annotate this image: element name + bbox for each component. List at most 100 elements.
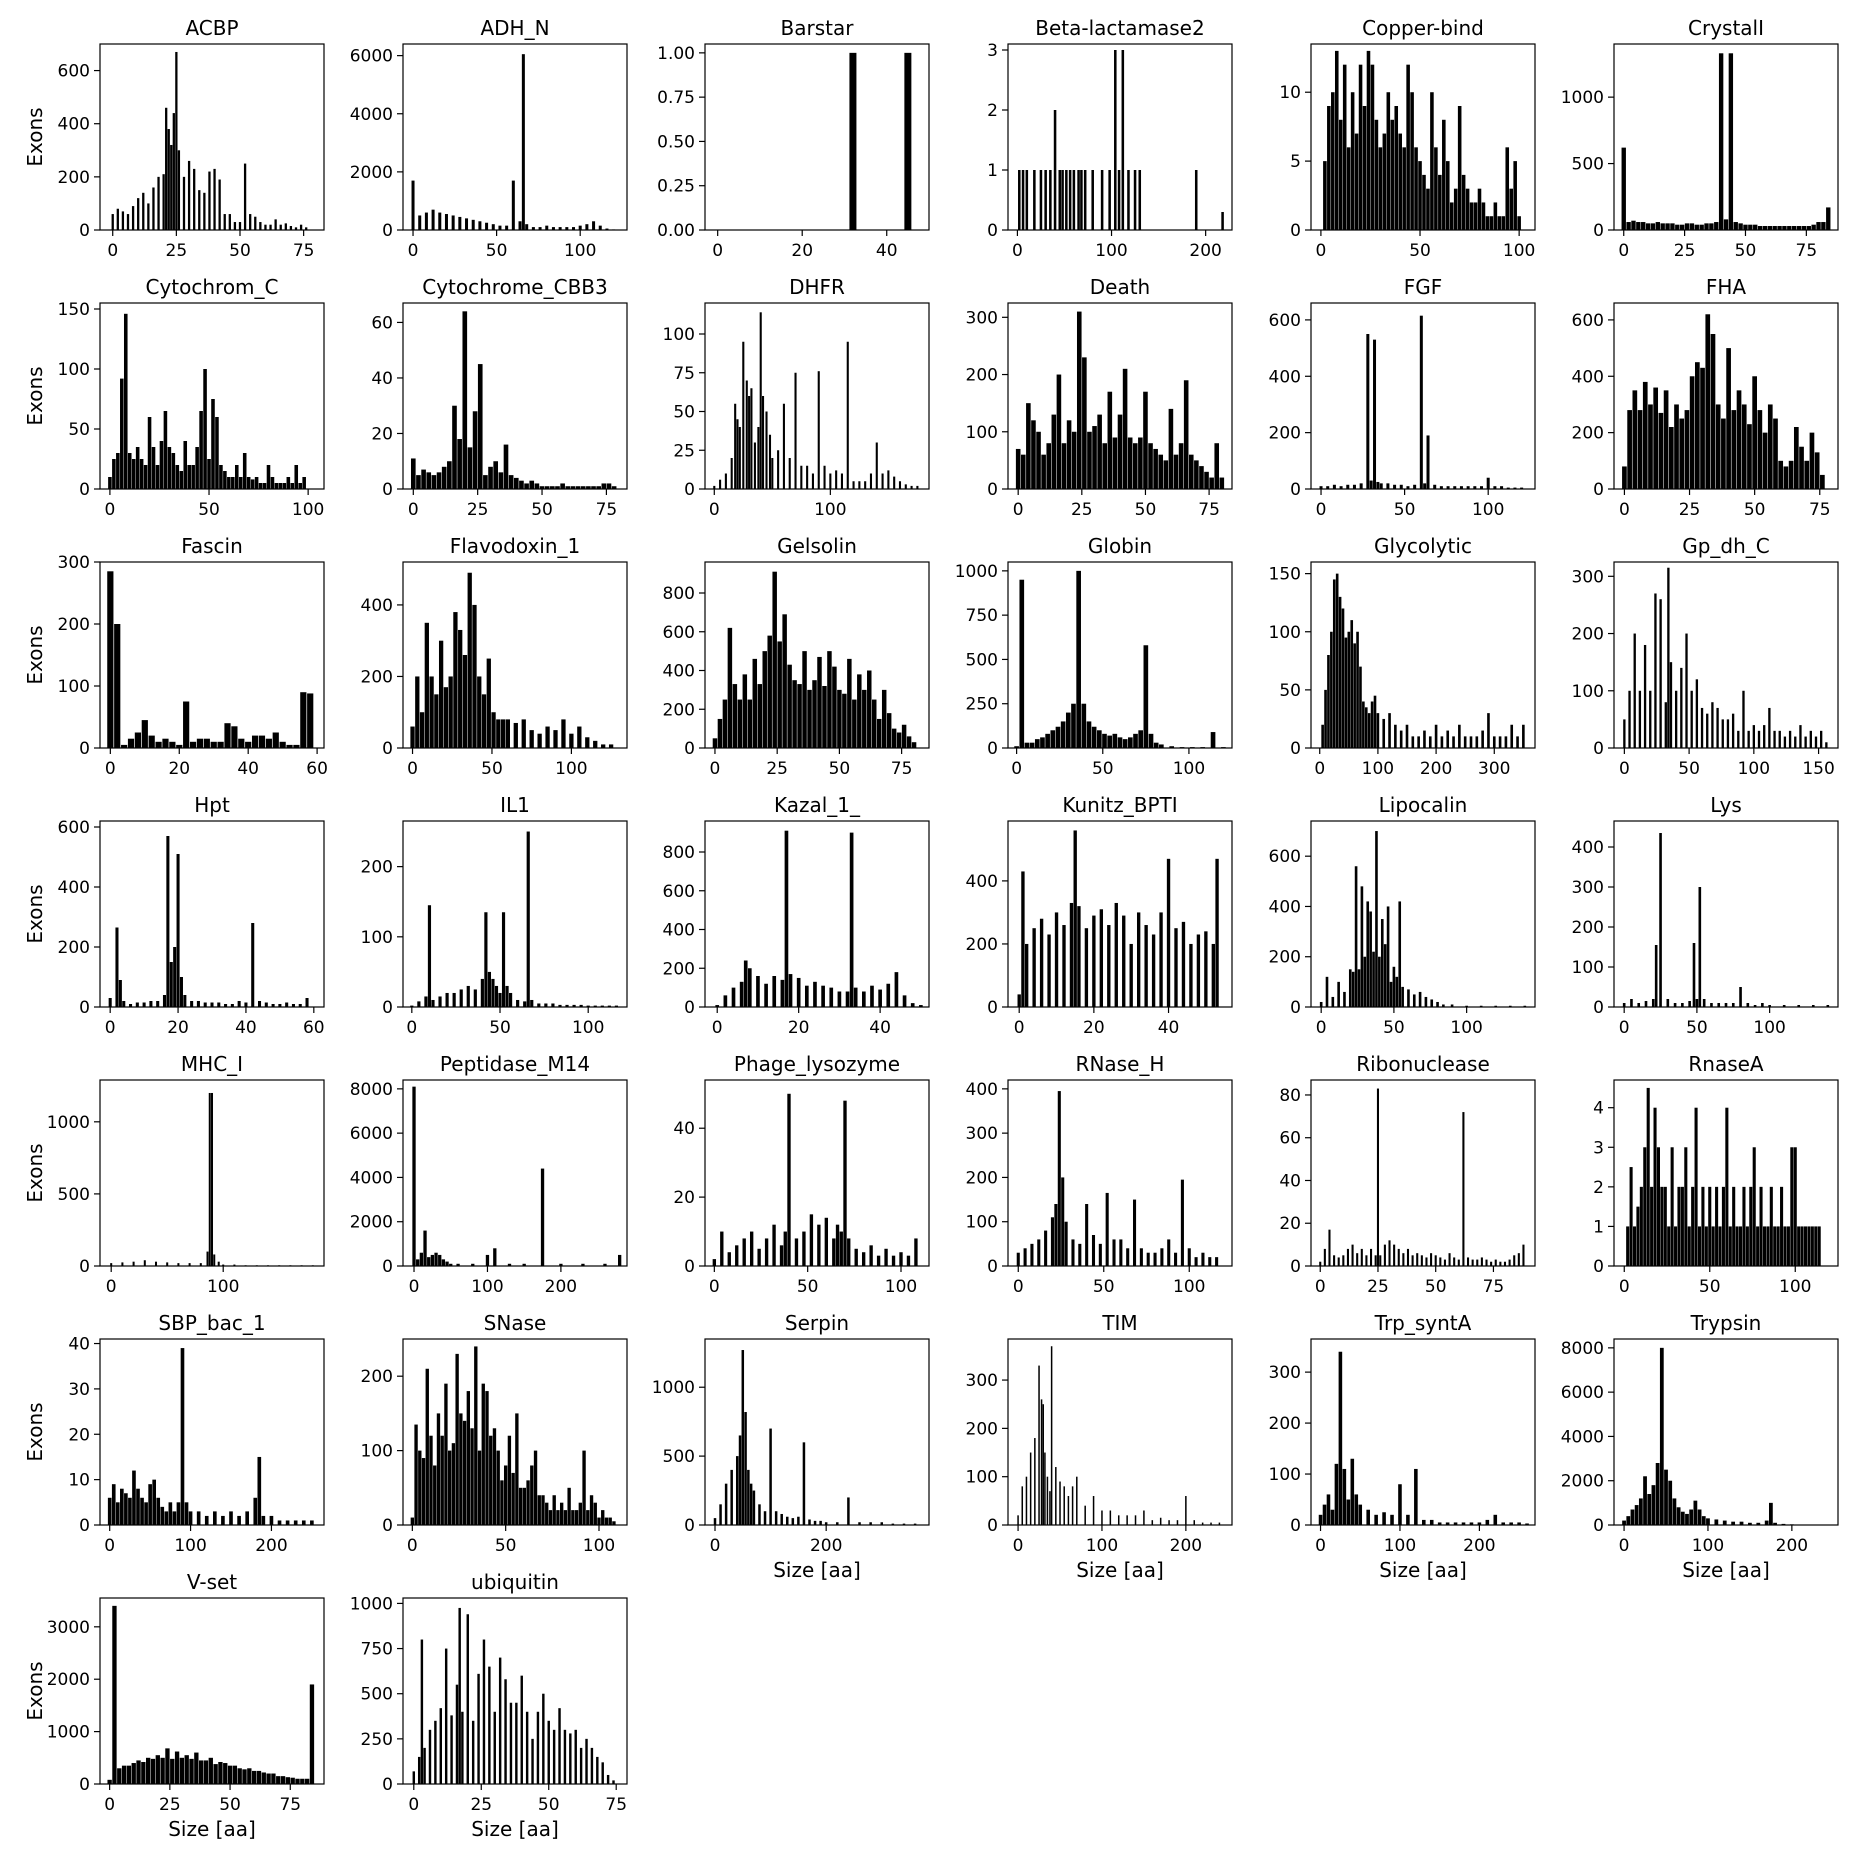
- bar: [797, 684, 802, 748]
- x-tick-label: 50: [1383, 1018, 1405, 1038]
- y-tick-label: 800: [663, 843, 695, 863]
- y-tick-label: 0.25: [657, 177, 695, 197]
- x-tick-label: 50: [489, 1018, 511, 1038]
- bar: [1405, 724, 1409, 748]
- bar: [223, 471, 227, 489]
- bar: [800, 465, 803, 489]
- bar: [1112, 733, 1118, 748]
- bar: [438, 996, 442, 1007]
- subplot-title: Flavodoxin_1: [450, 534, 581, 558]
- bar: [1509, 188, 1513, 230]
- bar: [565, 1004, 569, 1007]
- x-tick-label: 0: [407, 759, 418, 779]
- bar: [1040, 737, 1045, 748]
- bar: [233, 1264, 236, 1266]
- y-tick-label: 0: [684, 1516, 695, 1536]
- bar: [1631, 220, 1636, 230]
- bar: [1335, 573, 1339, 748]
- bar: [1453, 1522, 1458, 1525]
- bar: [713, 485, 716, 489]
- bar: [1153, 448, 1158, 489]
- x-tick-label: 100: [1173, 1277, 1205, 1297]
- bar: [173, 947, 177, 1007]
- bar: [1762, 226, 1768, 230]
- bar: [423, 1230, 427, 1266]
- x-tick-label: 0: [107, 241, 118, 261]
- bar: [307, 693, 314, 748]
- bar: [1211, 943, 1216, 1007]
- bar: [1081, 703, 1087, 748]
- bar: [1458, 724, 1461, 748]
- bar: [198, 190, 201, 230]
- bar: [794, 372, 797, 489]
- bar: [1063, 1486, 1065, 1525]
- bar: [1134, 1515, 1137, 1525]
- y-tick-label: 0.50: [657, 132, 695, 152]
- bar: [1092, 1496, 1095, 1525]
- bar: [1379, 483, 1383, 489]
- bar: [1438, 174, 1442, 230]
- bar: [1800, 1226, 1804, 1266]
- bar: [1039, 170, 1043, 230]
- bar: [493, 1248, 497, 1266]
- x-tick-label: 100: [572, 1018, 604, 1038]
- bar: [115, 927, 119, 1007]
- bar: [1189, 943, 1193, 1007]
- bar: [215, 417, 219, 489]
- x-tick-label: 100: [1086, 1536, 1118, 1556]
- y-tick-label: 50: [68, 420, 90, 440]
- y-tick-label: 8000: [1561, 1339, 1604, 1359]
- bar: [1762, 432, 1768, 489]
- bar: [529, 730, 534, 748]
- bar: [847, 658, 852, 748]
- bar: [1071, 703, 1076, 748]
- bar: [1358, 1504, 1363, 1525]
- bar: [1622, 466, 1627, 489]
- subplot-title: Trp_syntA: [1374, 1311, 1472, 1335]
- bar: [1376, 713, 1380, 748]
- bar: [416, 1259, 420, 1266]
- bar: [1659, 833, 1662, 1007]
- bar: [253, 1497, 258, 1525]
- bar: [1062, 925, 1066, 1007]
- bar: [1643, 1476, 1647, 1525]
- bar: [477, 364, 483, 489]
- bar: [282, 483, 287, 489]
- x-tick-label: 75: [605, 1795, 627, 1815]
- bar: [1430, 999, 1434, 1007]
- bar: [854, 1248, 858, 1266]
- bar: [1783, 736, 1787, 748]
- bar: [870, 985, 874, 1007]
- bar: [1659, 1347, 1664, 1525]
- bar: [141, 1761, 146, 1784]
- x-tick-label: 40: [237, 759, 259, 779]
- bar: [1782, 226, 1787, 230]
- bar: [1664, 1469, 1668, 1525]
- bar: [533, 1450, 538, 1525]
- bar: [410, 726, 415, 748]
- bar: [1338, 1351, 1343, 1525]
- bar: [1714, 1519, 1719, 1525]
- bar: [498, 472, 504, 489]
- bar: [787, 664, 792, 748]
- bar: [164, 1511, 169, 1525]
- bar: [1772, 226, 1777, 230]
- y-tick-label: 3: [1593, 1138, 1604, 1158]
- bar: [550, 486, 555, 489]
- bar: [123, 313, 128, 489]
- bar: [1055, 726, 1061, 748]
- bar: [448, 676, 453, 748]
- bar: [876, 1255, 881, 1266]
- bar: [1153, 1252, 1157, 1266]
- bar: [1406, 1248, 1410, 1266]
- bar: [1704, 223, 1709, 230]
- bar: [254, 216, 257, 230]
- bar: [558, 1708, 561, 1784]
- bar: [1386, 483, 1390, 489]
- bar: [601, 744, 606, 748]
- bar: [1015, 448, 1021, 489]
- x-tick-label: 100: [292, 500, 324, 520]
- bar: [210, 1092, 214, 1266]
- bar: [420, 1639, 424, 1784]
